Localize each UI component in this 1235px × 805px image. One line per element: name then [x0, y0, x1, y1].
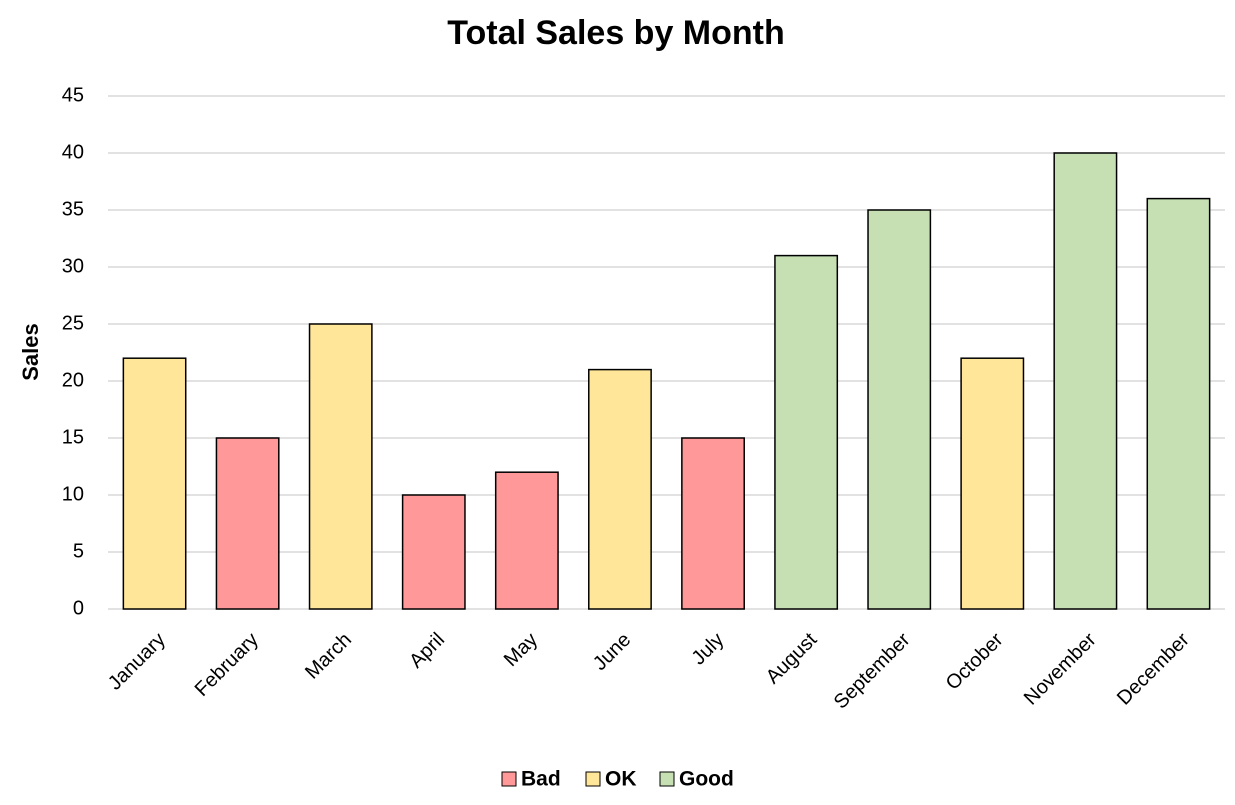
y-tick-label: 30 [62, 255, 84, 277]
bar [588, 368, 652, 610]
bar [1053, 152, 1118, 610]
y-tick-label: 10 [62, 483, 84, 505]
bar [960, 357, 1025, 610]
bar [1146, 197, 1211, 610]
y-tick-label: 40 [62, 141, 84, 163]
legend-swatch [585, 771, 601, 787]
y-tick-label: 35 [62, 198, 84, 220]
y-tick-label: 25 [62, 312, 84, 334]
legend-label: OK [605, 768, 637, 791]
y-tick-label: 0 [73, 597, 84, 619]
bar [401, 494, 466, 610]
bar [867, 209, 932, 610]
x-tick-label: November [1020, 628, 1101, 709]
legend-swatch [659, 771, 675, 787]
x-tick-label: September [830, 628, 915, 713]
x-tick-label: February [191, 629, 263, 701]
x-tick-label: August [762, 628, 822, 688]
bar [122, 357, 187, 610]
legend-swatch [501, 771, 517, 787]
bar [308, 323, 373, 610]
x-tick-label: March [301, 629, 356, 684]
legend-label: Good [679, 768, 734, 791]
x-tick-label: April [405, 629, 449, 673]
x-tick-label: June [589, 629, 635, 675]
bar [494, 471, 559, 610]
x-tick-label: May [500, 629, 542, 671]
x-tick-label: July [688, 629, 729, 670]
chart-title: Total Sales by Month [447, 14, 785, 52]
x-tick-label: January [104, 629, 170, 695]
bar [215, 437, 280, 610]
y-tick-label: 5 [73, 540, 84, 562]
legend-label: Bad [521, 768, 561, 791]
x-tick-label: October [942, 628, 1008, 694]
y-axis-title: Sales [18, 323, 43, 381]
x-tick-label: December [1113, 628, 1194, 709]
y-tick-label: 15 [62, 426, 84, 448]
y-tick-label: 45 [62, 84, 84, 106]
bar [774, 254, 839, 610]
y-tick-label: 20 [62, 369, 84, 391]
bar [681, 437, 745, 610]
